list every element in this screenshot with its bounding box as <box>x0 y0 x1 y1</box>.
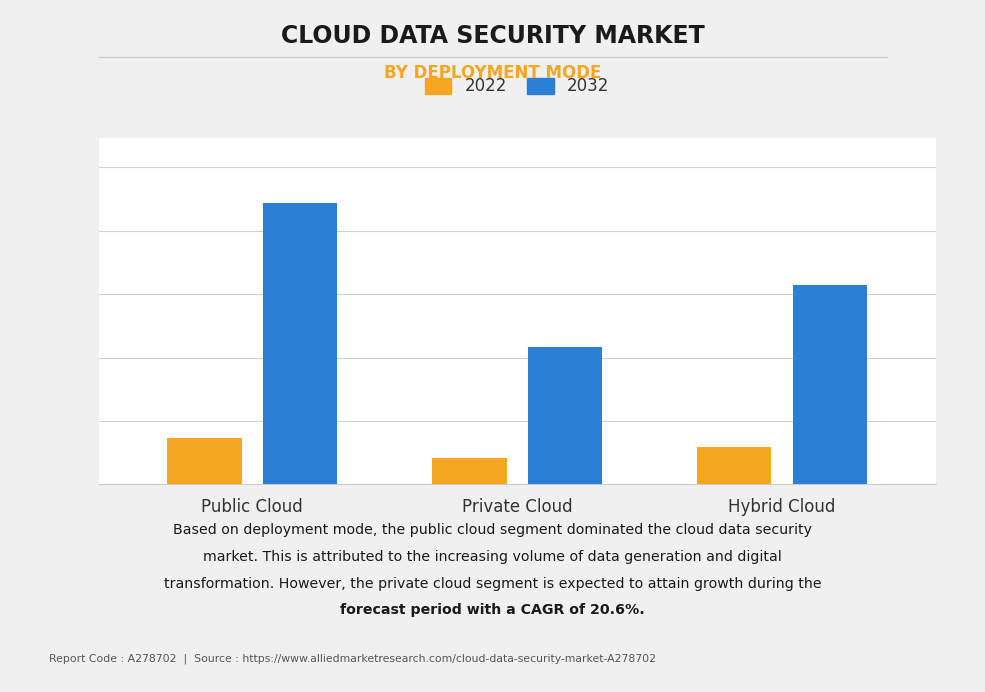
Bar <box>793 286 867 484</box>
Bar <box>263 203 337 484</box>
Text: transformation. However, the private cloud segment is expected to attain growth : transformation. However, the private clo… <box>164 577 821 591</box>
Text: CLOUD DATA SECURITY MARKET: CLOUD DATA SECURITY MARKET <box>281 24 704 48</box>
Bar <box>697 447 771 484</box>
Text: forecast period with a CAGR of 20.6%.: forecast period with a CAGR of 20.6%. <box>340 603 645 617</box>
Bar <box>528 347 602 484</box>
Text: Based on deployment mode, the public cloud segment dominated the cloud data secu: Based on deployment mode, the public clo… <box>173 523 812 538</box>
Text: Report Code : A278702  |  Source : https://www.alliedmarketresearch.com/cloud-da: Report Code : A278702 | Source : https:/… <box>49 654 656 664</box>
Legend: 2022, 2032: 2022, 2032 <box>418 71 617 102</box>
Text: BY DEPLOYMENT MODE: BY DEPLOYMENT MODE <box>384 64 601 82</box>
Bar <box>432 459 506 484</box>
Bar <box>167 438 241 484</box>
Text: market. This is attributed to the increasing volume of data generation and digit: market. This is attributed to the increa… <box>203 550 782 564</box>
